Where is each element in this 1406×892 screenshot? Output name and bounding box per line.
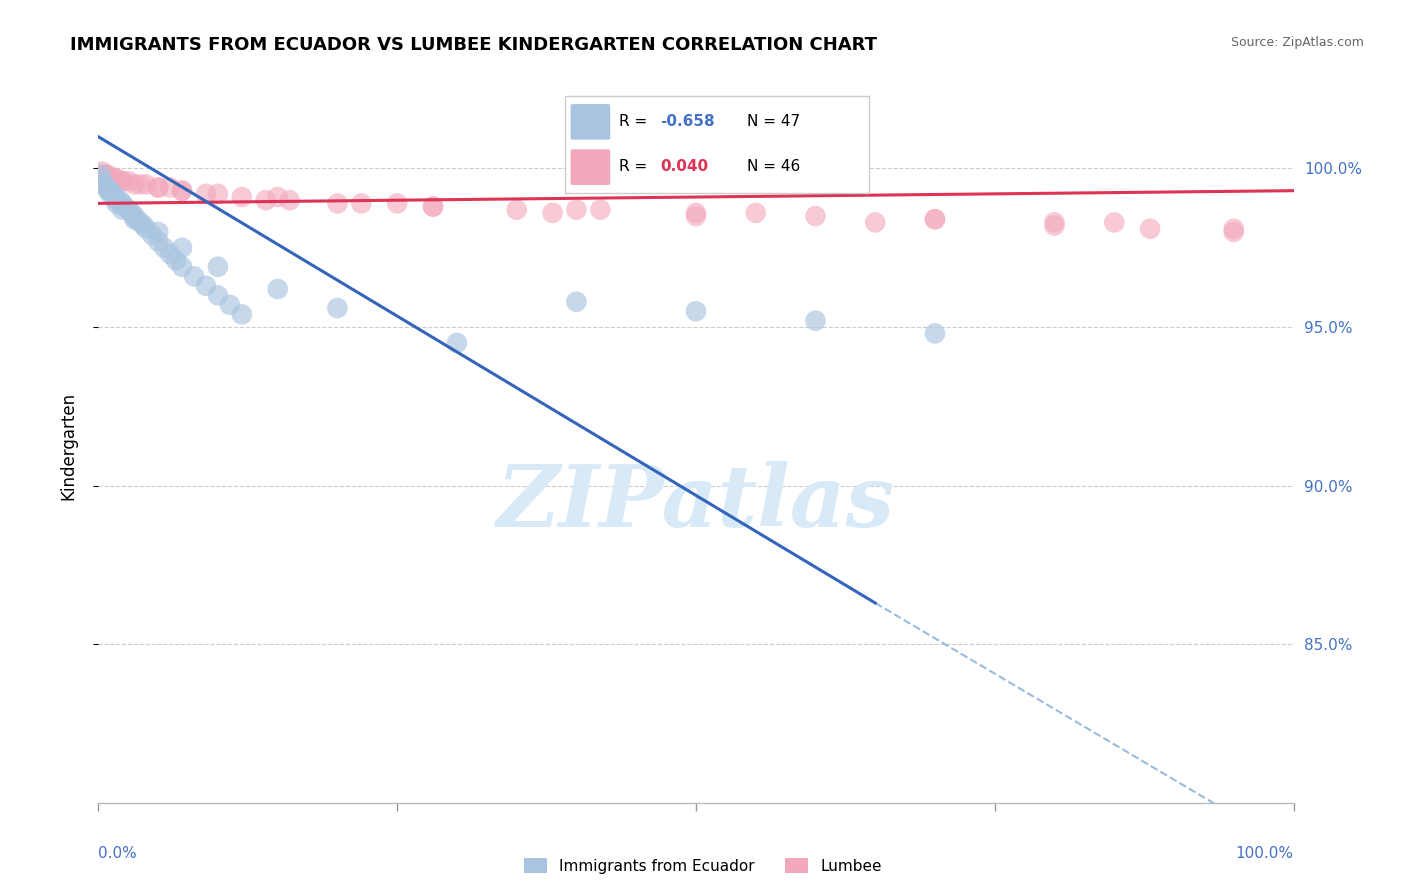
Point: [1222, 225, 1246, 239]
Point: [172, 260, 194, 274]
Point: [565, 202, 588, 217]
Point: [219, 298, 242, 312]
Point: [422, 200, 444, 214]
Text: ZIPatlas: ZIPatlas: [496, 461, 896, 545]
Point: [207, 186, 229, 201]
Point: [141, 228, 163, 243]
Text: 0.0%: 0.0%: [98, 846, 138, 861]
Point: [124, 212, 146, 227]
Point: [924, 326, 946, 341]
Point: [589, 202, 612, 217]
Point: [135, 221, 157, 235]
Point: [111, 174, 134, 188]
Point: [326, 301, 349, 315]
Point: [97, 184, 120, 198]
Point: [148, 180, 170, 194]
Point: [91, 174, 114, 188]
Point: [685, 209, 707, 223]
Point: [98, 171, 122, 186]
Point: [207, 260, 229, 274]
Point: [125, 212, 148, 227]
Point: [153, 241, 176, 255]
Point: [124, 209, 146, 223]
Point: [541, 206, 564, 220]
Point: [804, 314, 827, 328]
Text: IMMIGRANTS FROM ECUADOR VS LUMBEE KINDERGARTEN CORRELATION CHART: IMMIGRANTS FROM ECUADOR VS LUMBEE KINDER…: [70, 36, 877, 54]
Point: [108, 193, 131, 207]
Point: [148, 235, 170, 249]
Point: [148, 180, 170, 194]
Y-axis label: Kindergarten: Kindergarten: [59, 392, 77, 500]
Point: [129, 215, 152, 229]
Point: [117, 174, 139, 188]
Point: [93, 178, 115, 192]
Point: [90, 168, 112, 182]
Point: [385, 196, 409, 211]
Point: [135, 178, 157, 192]
Point: [350, 196, 373, 211]
Point: [117, 202, 139, 217]
Point: [267, 282, 290, 296]
Point: [194, 186, 218, 201]
Point: [446, 335, 468, 350]
Point: [94, 168, 117, 182]
Point: [924, 212, 946, 227]
Point: [97, 168, 120, 182]
Point: [172, 184, 194, 198]
Point: [685, 304, 707, 318]
Point: [165, 253, 187, 268]
Point: [98, 186, 122, 201]
Point: [159, 180, 181, 194]
Point: [111, 196, 134, 211]
Legend: Immigrants from Ecuador, Lumbee: Immigrants from Ecuador, Lumbee: [517, 852, 889, 880]
Point: [93, 168, 115, 182]
Point: [172, 184, 194, 198]
Point: [101, 186, 124, 201]
Point: [91, 164, 114, 178]
Point: [1043, 215, 1066, 229]
Point: [129, 178, 152, 192]
Point: [207, 288, 229, 302]
Point: [148, 225, 170, 239]
Point: [105, 193, 128, 207]
Point: [231, 190, 253, 204]
Point: [98, 184, 122, 198]
Point: [1043, 219, 1066, 233]
Point: [159, 247, 181, 261]
Point: [685, 206, 707, 220]
Point: [104, 190, 127, 204]
Point: [183, 269, 205, 284]
Point: [1102, 215, 1125, 229]
Point: [114, 200, 136, 214]
Point: [804, 209, 827, 223]
Point: [745, 206, 768, 220]
Point: [105, 196, 128, 211]
Point: [194, 278, 218, 293]
Point: [101, 171, 124, 186]
Point: [278, 193, 301, 207]
Point: [121, 206, 143, 220]
Point: [422, 200, 444, 214]
Point: [506, 202, 529, 217]
Point: [267, 190, 290, 204]
Point: [1222, 221, 1246, 235]
Point: [96, 180, 118, 194]
Point: [124, 178, 146, 192]
Text: 100.0%: 100.0%: [1236, 846, 1294, 861]
Point: [565, 294, 588, 309]
Point: [172, 241, 194, 255]
Point: [105, 171, 128, 186]
Point: [231, 307, 253, 321]
Point: [1139, 221, 1161, 235]
Point: [132, 219, 155, 233]
Point: [863, 215, 887, 229]
Point: [254, 193, 277, 207]
Point: [326, 196, 349, 211]
Text: Source: ZipAtlas.com: Source: ZipAtlas.com: [1230, 36, 1364, 49]
Point: [111, 202, 134, 217]
Point: [111, 174, 134, 188]
Point: [924, 212, 946, 227]
